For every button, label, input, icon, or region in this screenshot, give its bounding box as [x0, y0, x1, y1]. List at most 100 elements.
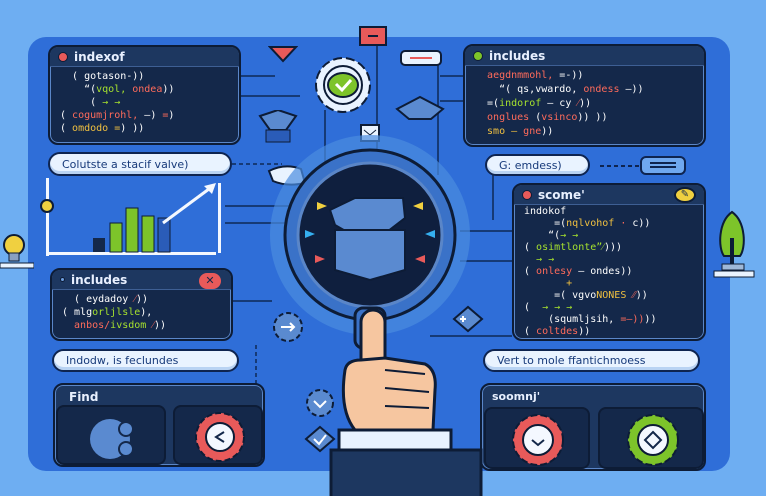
check-icon: [304, 425, 336, 453]
code-token: [475, 70, 487, 81]
red-triangle-icon: [268, 46, 298, 63]
code-token: c)): [632, 218, 651, 229]
connector: [600, 165, 640, 167]
chart-axis-y: [46, 178, 49, 256]
slider-pill[interactable]: [400, 50, 442, 66]
code-token: aegdnmmohl,: [487, 70, 560, 81]
code-token: =—)): [620, 314, 645, 325]
code-line: → →: [524, 254, 694, 266]
label-pill[interactable]: G: emdess): [485, 154, 590, 176]
gear-check-icon[interactable]: [303, 55, 387, 115]
label-pill[interactable]: Vert to mole ffantichmoess: [483, 349, 700, 372]
puzzle-tile[interactable]: [56, 405, 166, 465]
menu-button[interactable]: [640, 156, 686, 175]
code-token: ondess: [583, 84, 620, 95]
arrow-head: [204, 183, 216, 194]
connector: [240, 75, 275, 77]
panel-title: soomnj': [492, 390, 541, 403]
diamond-gear-tile[interactable]: [598, 407, 704, 469]
panel-title: includes: [489, 48, 546, 63]
code-line: aegdnmmohl, =-)): [475, 69, 694, 83]
code-block: ( gotason-)) “(vqol, ondea)) ( → →( cogu…: [50, 67, 239, 138]
gear-chevron-icon: [512, 414, 564, 466]
code-token: indorof: [499, 98, 542, 109]
gear-arrow-icon: [273, 312, 303, 342]
chart-frame: [218, 183, 221, 253]
code-token: )): [154, 320, 167, 331]
code-line: ( omdodo =) )): [60, 122, 229, 135]
puzzle-gear-icon: [90, 419, 134, 459]
bottom-right-panel: soomnj': [480, 383, 706, 471]
panel-title: scome': [538, 187, 585, 202]
code-token: onlesy: [536, 266, 573, 277]
code-token: (: [524, 266, 537, 277]
connector: [440, 100, 465, 102]
gear-tile[interactable]: [173, 405, 263, 465]
code-token: vqol,: [96, 84, 133, 95]
code-line: “(→ →: [524, 230, 694, 242]
connector: [376, 45, 378, 175]
code-token: (: [529, 112, 542, 123]
code-token: → →: [102, 97, 121, 108]
code-token: gne: [523, 126, 542, 137]
code-token: )): [541, 126, 554, 137]
connector: [225, 205, 295, 207]
minus-icon: [368, 35, 378, 37]
connector: [232, 163, 282, 165]
code-token: =: [162, 110, 169, 121]
close-icon[interactable]: ✕: [199, 273, 221, 289]
code-token: )): [135, 294, 148, 305]
connector: [430, 335, 512, 337]
code-token: indokof: [524, 206, 567, 217]
panel-title: includes: [71, 272, 128, 287]
code-line: “( qs,vwardo, ondess —)): [475, 83, 694, 97]
code-token: ⁄⁄: [626, 290, 636, 301]
code-token: — ondes: [572, 266, 621, 277]
code-token: )) )): [577, 112, 608, 123]
code-line: ( onlesy — ondes)): [524, 266, 694, 278]
dropdown-gear-tile[interactable]: [484, 407, 590, 469]
shield-icon: [395, 95, 445, 120]
connector: [437, 65, 439, 175]
code-line: =(nqlvohof · c)): [524, 218, 694, 230]
code-token: ) )): [120, 123, 145, 134]
code-token: ),: [140, 307, 153, 318]
code-token: =-)): [559, 70, 584, 81]
code-token: ))): [603, 242, 623, 253]
connector: [240, 95, 300, 97]
connector: [232, 300, 272, 302]
minus-button[interactable]: [359, 26, 387, 46]
code-token: coltdes: [536, 326, 579, 337]
chart-bar: [93, 238, 105, 252]
gear-icon: [195, 412, 245, 462]
code-token: (: [524, 242, 537, 253]
code-line: (squmljsih, =—)))): [524, 314, 694, 326]
code-line: ( eydadoy ⁄)): [62, 293, 221, 306]
bullet-icon: [60, 277, 65, 282]
connector: [460, 260, 512, 262]
code-token: onglues: [475, 112, 530, 123]
panel-title: indexof: [74, 49, 125, 64]
code-token: “(: [524, 230, 561, 241]
code-token: ): [168, 110, 175, 121]
connector: [324, 110, 326, 180]
code-token: orljlsle: [92, 307, 141, 318]
connector: [255, 345, 257, 385]
code-token: ( gotason-)): [60, 71, 145, 82]
code-block: ( eydadoy ⁄))( mlgorljlsle), anbos/ivsdo…: [52, 290, 231, 335]
pointing-hand-icon[interactable]: [325, 300, 485, 496]
code-token: smo —: [475, 126, 524, 137]
code-line: ( → →: [60, 96, 229, 109]
pencil-icon[interactable]: ✎: [674, 187, 696, 203]
red-dot-icon: [58, 51, 68, 62]
lightbulb-icon: [0, 234, 34, 269]
code-panel-scome: scome' indokof =(nqlvohof · c)) “(→ →( o…: [512, 183, 706, 341]
code-line: +: [524, 278, 694, 290]
chart-bar: [125, 207, 139, 253]
label-pill[interactable]: Indodw, is feclundes: [52, 349, 239, 372]
code-token: cogumjrohl,: [72, 110, 145, 121]
code-token: )): [162, 84, 175, 95]
panel-title: Find: [69, 390, 99, 404]
code-token: — cy: [541, 98, 572, 109]
label-pill[interactable]: Colutste a stacif valve): [48, 152, 232, 176]
